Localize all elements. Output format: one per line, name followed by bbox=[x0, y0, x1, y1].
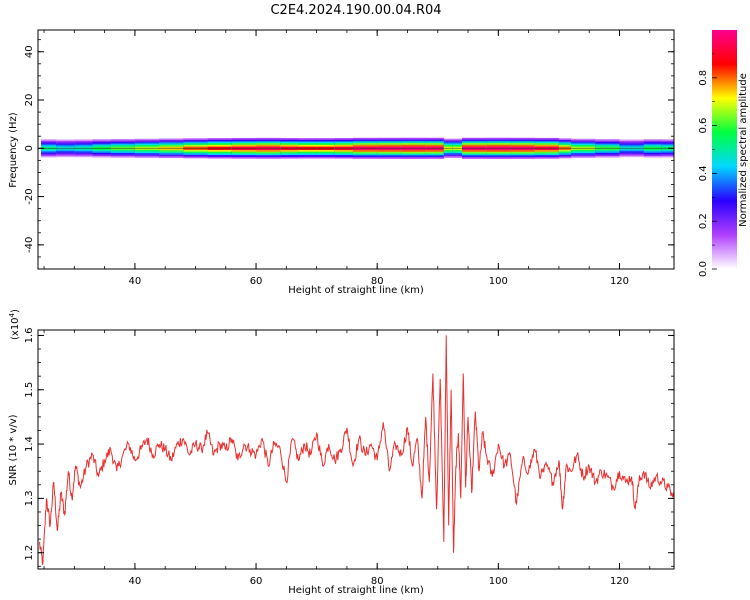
svg-text:(x104): (x104) bbox=[8, 309, 21, 340]
spectral-band bbox=[38, 137, 675, 159]
x-tick-label: 80 bbox=[371, 576, 384, 587]
y-tick-label: 1.5 bbox=[24, 382, 35, 398]
y-tick-label: 1.4 bbox=[24, 436, 35, 452]
colorbar-scale bbox=[712, 30, 737, 269]
x-tick-label: 80 bbox=[371, 276, 384, 287]
colorbar-label: Normalized spectral amplitude bbox=[738, 73, 749, 227]
colorbar-tick-label: 0.4 bbox=[698, 165, 709, 181]
spectrogram-y-ticks: 40 20 0 -20 -40 bbox=[24, 39, 674, 270]
snr-y-multiplier-exp: 4 bbox=[8, 312, 16, 317]
colorbar-ticks: 0.0 0.2 0.4 0.6 0.8 bbox=[698, 53, 717, 277]
y-tick-label: -40 bbox=[24, 237, 35, 253]
snr-y-multiplier: (x104) bbox=[8, 309, 21, 340]
x-tick-label: 120 bbox=[610, 576, 629, 587]
x-tick-label: 60 bbox=[250, 576, 263, 587]
snr-series-line bbox=[38, 335, 675, 565]
y-tick-label: -20 bbox=[24, 188, 35, 204]
colorbar: 0.0 0.2 0.4 0.6 0.8 Normalized spectral ampl… bbox=[698, 30, 749, 277]
spectrogram-x-ticks: 40 60 80 100 120 bbox=[43, 30, 651, 287]
colorbar-tick-label: 0.2 bbox=[698, 213, 709, 229]
x-tick-label: 120 bbox=[610, 276, 629, 287]
snr-y-multiplier-base: (x10 bbox=[10, 317, 21, 340]
x-tick-label: 60 bbox=[250, 276, 263, 287]
y-tick-label: 1.2 bbox=[24, 545, 35, 561]
x-tick-label: 40 bbox=[129, 276, 142, 287]
x-tick-label: 100 bbox=[489, 276, 508, 287]
spectrogram-y-label: Frequency (Hz) bbox=[8, 112, 19, 188]
spectrogram-x-label: Height of straight line (km) bbox=[288, 285, 424, 296]
spectrogram-panel: 40 60 80 100 120 40 20 0 -20 -40 Height of strai… bbox=[8, 29, 675, 296]
snr-y-multiplier-close: ) bbox=[10, 309, 21, 313]
y-tick-label: 1.6 bbox=[24, 327, 35, 343]
y-tick-label: 20 bbox=[24, 94, 35, 107]
spectrogram-axes-frame bbox=[37, 29, 675, 270]
snr-x-label: Height of straight line (km) bbox=[288, 585, 424, 596]
figure-title: C2E4.2024.190.00.04.R04 bbox=[270, 3, 441, 18]
colorbar-tick-label: 0.6 bbox=[698, 118, 709, 134]
snr-axes-frame bbox=[37, 329, 675, 570]
snr-panel: 40 60 80 100 120 1.2 1.3 1.4 1.5 1.6 Height of s… bbox=[8, 309, 675, 596]
colorbar-tick-label: 0.8 bbox=[698, 70, 709, 86]
y-tick-label: 40 bbox=[24, 45, 35, 58]
y-tick-label: 1.3 bbox=[24, 490, 35, 506]
x-tick-label: 40 bbox=[129, 576, 142, 587]
y-tick-label: 0 bbox=[24, 145, 35, 151]
snr-x-ticks: 40 60 80 100 120 bbox=[43, 330, 651, 587]
x-tick-label: 100 bbox=[489, 576, 508, 587]
colorbar-tick-label: 0.0 bbox=[698, 261, 709, 277]
snr-y-ticks: 1.2 1.3 1.4 1.5 1.6 bbox=[24, 327, 674, 567]
snr-y-label: SNR (10 * v/v) bbox=[8, 414, 19, 485]
